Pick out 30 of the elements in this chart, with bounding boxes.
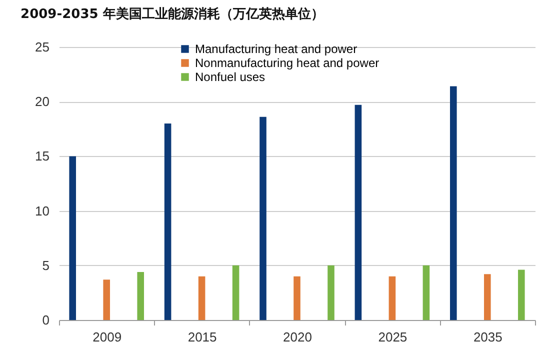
y-tick-label: 15	[35, 148, 50, 164]
bar	[388, 276, 396, 320]
legend-label: Nonfuel uses	[195, 70, 266, 84]
chart-title: 2009-2035 年美国工业能源消耗（万亿英热单位）	[20, 6, 324, 22]
bar	[354, 104, 362, 320]
legend-label: Manufacturing heat and power	[195, 42, 358, 56]
bar	[518, 270, 525, 320]
bar	[137, 272, 144, 320]
x-tick-label: 2020	[283, 330, 312, 344]
y-tick-label: 10	[35, 203, 50, 218]
x-tick-label: 2025	[378, 330, 408, 344]
bar	[294, 276, 300, 320]
bar	[422, 265, 430, 320]
bar	[484, 274, 491, 320]
bar	[198, 276, 206, 320]
x-tick-label: 2035	[473, 330, 502, 344]
bar	[69, 156, 76, 320]
y-tick-label: 25	[35, 40, 50, 54]
bar	[232, 265, 240, 320]
bar	[260, 116, 266, 320]
bar	[450, 86, 457, 320]
bar	[328, 265, 334, 320]
y-tick-label: 20	[35, 94, 50, 110]
y-tick-label: 5	[42, 258, 50, 273]
legend-label: Nonmanufacturing heat and power	[195, 56, 380, 70]
bar	[164, 123, 172, 320]
x-tick-label: 2009	[92, 330, 122, 344]
bar	[103, 280, 110, 320]
y-tick-label: 0	[42, 312, 50, 328]
x-tick-label: 2015	[188, 330, 217, 344]
